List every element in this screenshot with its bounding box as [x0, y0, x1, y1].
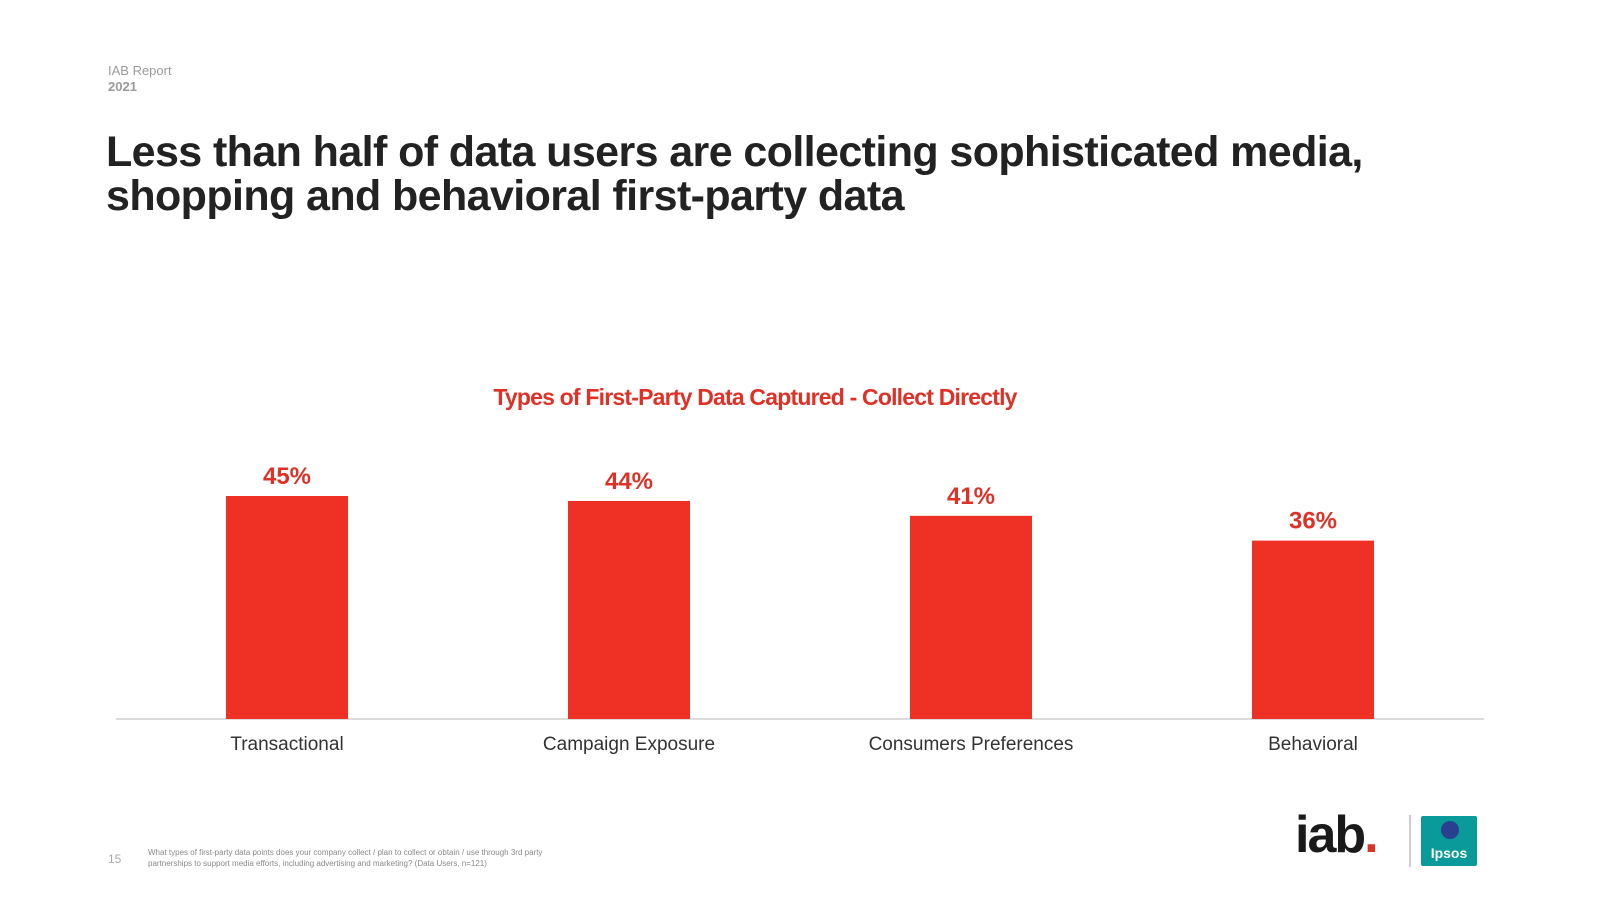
iab-logo-dot: .: [1364, 806, 1379, 864]
report-year: 2021: [108, 79, 137, 94]
ipsos-logo-background: [1421, 816, 1477, 866]
x-tick-label-3: Behavioral: [1268, 734, 1358, 755]
report-label: IAB Report 2021: [108, 63, 172, 95]
chart-title: Types of First-Party Data Captured - Col…: [493, 384, 1017, 410]
ipsos-logo-circle: [1441, 821, 1459, 839]
bar-2: [910, 515, 1032, 719]
ipsos-logo: Ipsos: [1421, 816, 1477, 866]
bar-3: [1252, 540, 1374, 719]
page-number: 15: [108, 852, 122, 866]
report-label-text: IAB Report: [108, 63, 172, 78]
x-tick-label-2: Consumers Preferences: [869, 734, 1074, 755]
data-label-2: 41%: [947, 483, 995, 510]
ipsos-logo-text: Ipsos: [1431, 845, 1468, 861]
bar-group: 45% Transactional 44% Campaign Exposure 41% C…: [226, 463, 1374, 755]
data-label-0: 45%: [263, 463, 311, 490]
data-label-3: 36%: [1289, 508, 1337, 535]
iab-logo: iab.: [1295, 804, 1379, 866]
logo-area: iab. Ipsos: [1295, 806, 1485, 872]
bar-1: [568, 500, 690, 719]
page-title: Less than half of data users are collect…: [106, 128, 1363, 220]
data-label-1: 44%: [605, 468, 653, 495]
x-tick-label-0: Transactional: [230, 734, 343, 755]
footnote: What types of first-party data points do…: [148, 848, 543, 868]
logo-divider: [1409, 815, 1411, 867]
bar-0: [226, 496, 348, 719]
iab-logo-text: iab: [1295, 806, 1366, 864]
x-tick-label-1: Campaign Exposure: [543, 734, 715, 755]
